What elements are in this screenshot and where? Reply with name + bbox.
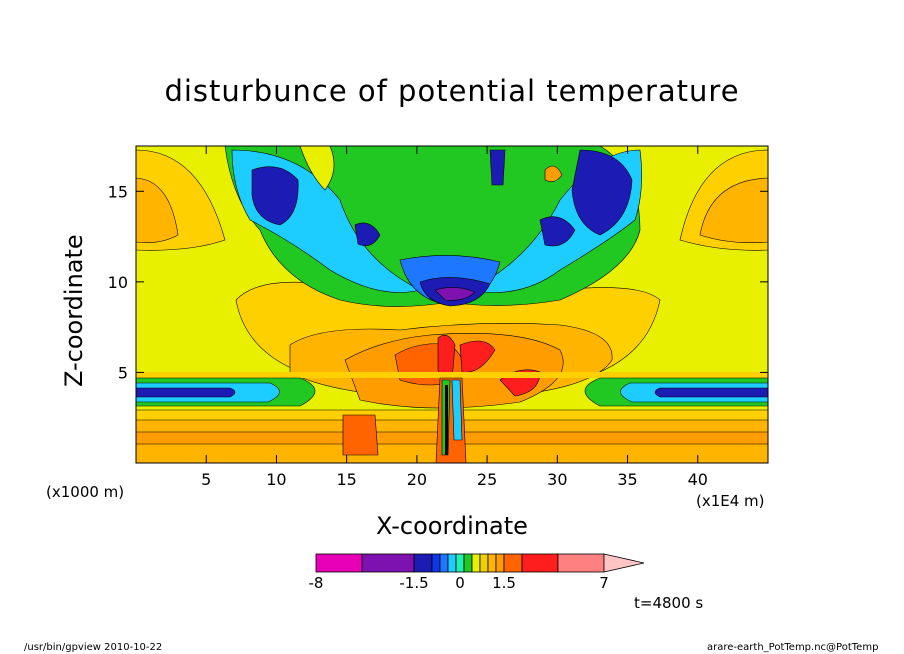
x-tick-label: 35 (617, 470, 637, 489)
colorbar-segment (447, 553, 457, 573)
colorbar-segment (439, 553, 449, 573)
x-tick-label: 10 (266, 470, 286, 489)
colorbar-label: 1.5 (492, 574, 516, 592)
x-ticks: 5 10 15 20 25 30 35 40 (201, 146, 708, 489)
colorbar-segment (361, 553, 415, 573)
plot-frame (135, 145, 769, 464)
colorbar-segment (495, 553, 505, 573)
colorbar-segment (503, 553, 523, 573)
x-tick-label: 15 (336, 470, 356, 489)
x-axis-unit: (x1E4 m) (696, 492, 765, 510)
colorbar-segment (521, 553, 559, 573)
colorbar-segment (431, 553, 441, 573)
chart-title: disturbunce of potential temperature (164, 74, 740, 108)
y-tick-label: 15 (108, 182, 128, 201)
footer-right: arare-earth_PotTemp.nc@PotTemp (707, 642, 879, 653)
colorbar-label: -8 (309, 574, 324, 592)
y-tick-label: 5 (118, 363, 128, 382)
colorbar-label: 7 (599, 574, 609, 592)
footer-left: /usr/bin/gpview 2010-10-22 (24, 642, 163, 653)
colorbar-label: -1.5 (399, 574, 428, 592)
colorbar-label: 0 (455, 574, 465, 592)
contour-field (136, 146, 768, 463)
colorbar: -8 -1.5 0 1.5 7 (309, 553, 645, 592)
colorbar-segment (315, 553, 363, 573)
x-tick-label: 30 (547, 470, 567, 489)
x-tick-label: 25 (477, 470, 497, 489)
x-tick-label: 20 (407, 470, 427, 489)
colorbar-segment (487, 553, 497, 573)
x-tick-label: 40 (688, 470, 708, 489)
x-axis-title: X-coordinate (376, 512, 528, 540)
y-ticks: 5 10 15 (108, 182, 768, 382)
y-axis-unit: (x1000 m) (46, 483, 125, 501)
colorbar-segment (455, 553, 465, 573)
x-tick-label: 5 (201, 470, 211, 489)
y-axis-title: Z-coordinate (60, 234, 88, 387)
y-tick-label: 10 (108, 273, 128, 292)
colorbar-segment (479, 553, 489, 573)
colorbar-segment (413, 553, 433, 573)
time-label: t=4800 s (634, 594, 704, 612)
colorbar-segment (557, 553, 605, 573)
colorbar-segment (471, 553, 481, 573)
colorbar-segment (463, 553, 473, 573)
colorbar-arrow (603, 553, 645, 573)
